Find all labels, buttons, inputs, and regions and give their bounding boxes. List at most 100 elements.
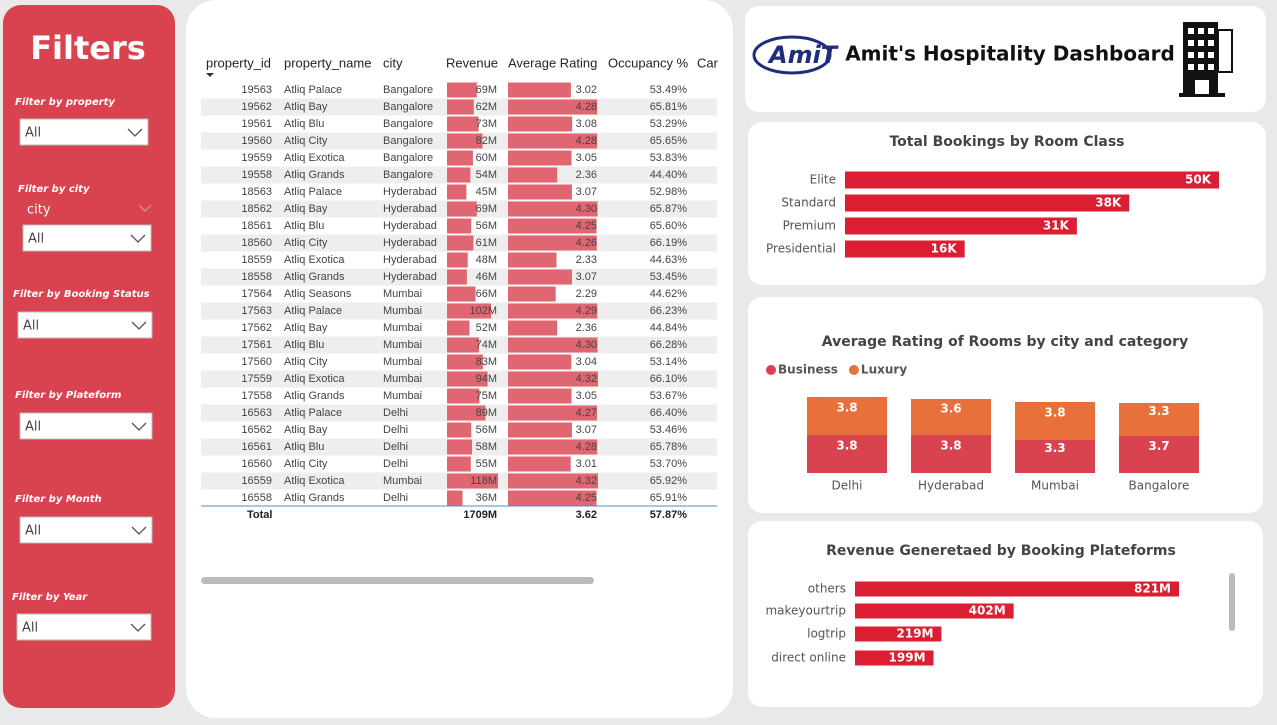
column-header[interactable]: city	[383, 55, 403, 70]
chevron	[131, 422, 147, 431]
bar[interactable]	[855, 603, 1014, 619]
bar[interactable]	[855, 581, 1179, 597]
rating-databar	[508, 388, 572, 404]
column-header[interactable]: Average Rating	[508, 55, 597, 70]
revenue-databar	[447, 252, 468, 268]
table-cell: 65.87%	[650, 203, 688, 215]
table-cell: 3.08	[576, 118, 597, 130]
table-cell: Mumbai	[383, 322, 422, 334]
table-cell: 65.78%	[650, 441, 688, 453]
rating-databar	[508, 252, 557, 268]
table-cell: 54M	[476, 169, 497, 181]
revenue-databar	[447, 201, 477, 217]
total-cell: Total	[247, 509, 272, 521]
column-header[interactable]: Occupancy %	[608, 55, 689, 70]
bar-segment[interactable]	[1015, 402, 1095, 440]
data-label: 821M	[1134, 582, 1171, 596]
data-label: 3.8	[836, 439, 857, 453]
revenue-databar	[447, 82, 477, 98]
column-header[interactable]: Revenue	[446, 55, 498, 70]
bar-segment[interactable]	[911, 399, 991, 435]
table-cell: 16559	[241, 475, 272, 487]
table-cell: 48M	[476, 254, 497, 266]
bar[interactable]	[855, 626, 942, 642]
table-cell: 18559	[241, 254, 272, 266]
table-cell: 4.28	[576, 101, 597, 113]
rating-databar	[508, 235, 597, 251]
table-cell: Delhi	[383, 441, 408, 453]
table-cell: 66.23%	[650, 305, 688, 317]
hotel-icon	[1179, 22, 1233, 97]
table-cell: Mumbai	[383, 390, 422, 402]
bar-segment[interactable]	[807, 397, 887, 435]
table-cell: Bangalore	[383, 152, 433, 164]
table-cell: 53.46%	[650, 424, 688, 436]
table-cell: 66.19%	[650, 237, 688, 249]
revenue-databar	[447, 150, 473, 166]
h-scrollbar[interactable]	[201, 577, 594, 584]
table-cell: 18558	[241, 271, 272, 283]
table-cell: 66M	[476, 288, 497, 300]
revenue-databar	[447, 439, 473, 455]
dropdown[interactable]	[16, 613, 152, 641]
table-cell: Atliq Exotica	[284, 254, 345, 266]
table-cell: 3.07	[576, 271, 597, 283]
rating-databar	[508, 371, 598, 387]
table-cell: 52M	[476, 322, 497, 334]
table-cell: 44.84%	[650, 322, 688, 334]
revenue-databar	[447, 456, 471, 472]
bar[interactable]	[845, 171, 1219, 189]
chevron	[138, 204, 152, 212]
rating-databar	[508, 473, 598, 489]
table-cell: 16560	[241, 458, 272, 470]
chart-title: Revenue Generetaed by Booking Plateforms	[826, 543, 1176, 559]
table-cell: 18560	[241, 237, 272, 249]
bar[interactable]	[855, 650, 934, 666]
bar-segment[interactable]	[1119, 436, 1199, 473]
rating-databar	[508, 218, 597, 234]
category-label: Presidential	[766, 242, 836, 256]
table-cell: 3.05	[576, 390, 597, 402]
column-header[interactable]: property_id	[206, 55, 271, 70]
revenue-databar	[447, 133, 483, 149]
table-cell: 2.33	[576, 254, 597, 266]
table-cell: 36M	[476, 492, 497, 504]
bar[interactable]	[845, 194, 1130, 212]
dropdown-value: All	[25, 420, 41, 435]
dropdown[interactable]	[19, 118, 149, 146]
v-scrollbar[interactable]	[1229, 573, 1235, 631]
table-cell: 45M	[476, 186, 497, 198]
dropdown[interactable]	[17, 311, 153, 339]
dropdown[interactable]	[19, 516, 153, 544]
bar[interactable]	[845, 217, 1077, 235]
table-cell: 53.83%	[650, 152, 688, 164]
table-cell: 46M	[476, 271, 497, 283]
legend-dot	[766, 365, 776, 375]
table-cell: 19558	[241, 169, 272, 181]
filter-field: city	[27, 203, 51, 218]
table-cell: Atliq Exotica	[284, 152, 345, 164]
bar[interactable]	[845, 240, 965, 258]
rating-databar	[508, 116, 573, 132]
bar-segment[interactable]	[1119, 403, 1199, 436]
column-header[interactable]: Car	[697, 55, 719, 70]
table-cell: 3.01	[576, 458, 597, 470]
table-cell: 4.25	[576, 492, 597, 504]
column-header[interactable]: property_name	[284, 55, 371, 70]
chevron	[130, 234, 146, 243]
data-label: 16K	[931, 242, 958, 256]
filter-label: Filter by Year	[12, 592, 88, 603]
dropdown[interactable]	[22, 224, 152, 252]
bar-segment[interactable]	[807, 435, 887, 473]
table-cell: 4.30	[576, 339, 597, 351]
rating-databar	[508, 439, 598, 455]
category-label: Premium	[783, 219, 836, 233]
table-cell: Atliq Exotica	[284, 373, 345, 385]
dashboard-title: Amit's Hospitality Dashboard	[845, 42, 1175, 66]
dropdown[interactable]	[19, 412, 153, 440]
bar-segment[interactable]	[1015, 440, 1095, 473]
table-cell: 65.60%	[650, 220, 688, 232]
table-cell: 56M	[476, 424, 497, 436]
bar-segment[interactable]	[911, 435, 991, 473]
revenue-databar	[447, 371, 488, 387]
